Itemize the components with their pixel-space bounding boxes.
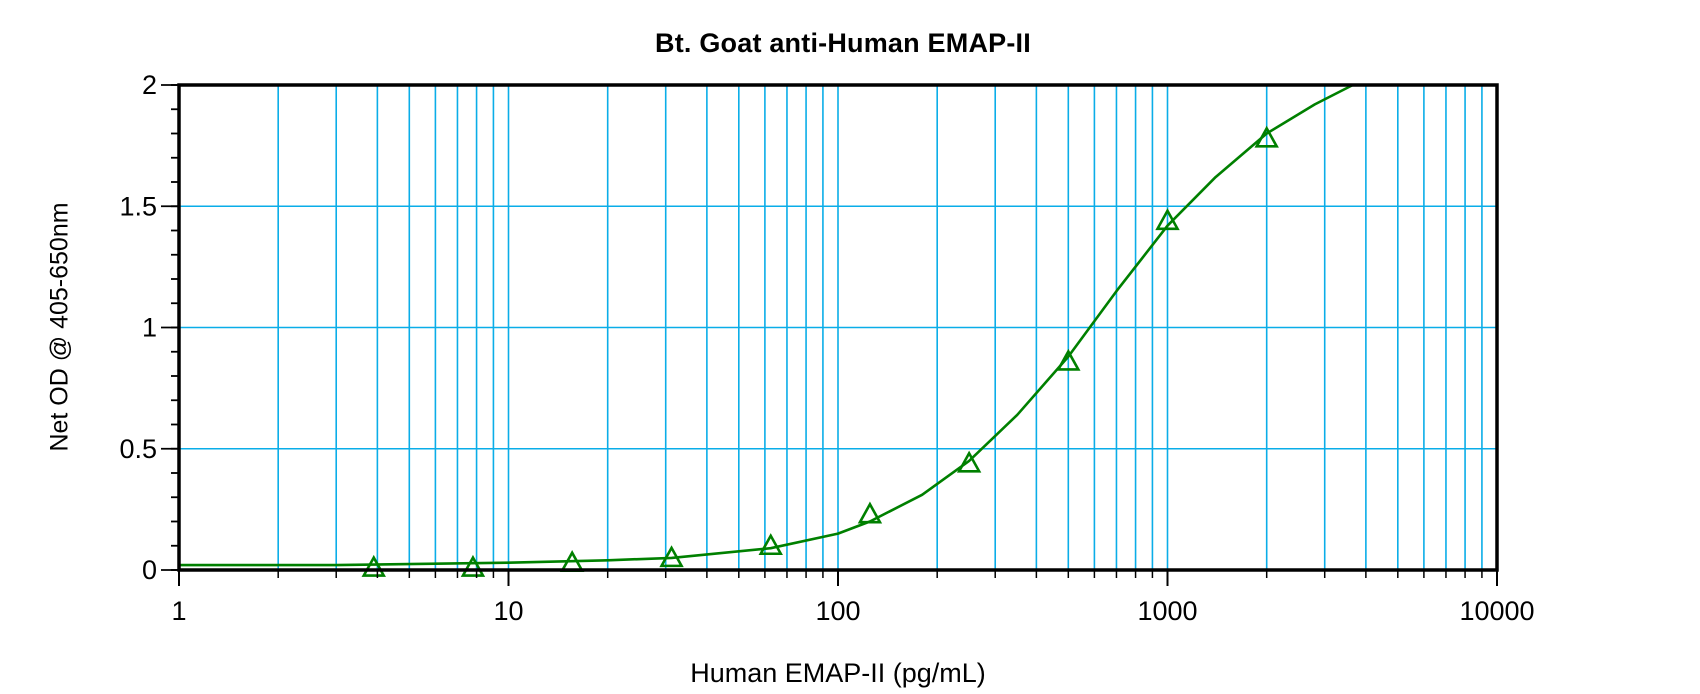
data-point-marker — [1056, 348, 1081, 371]
data-point-marker — [857, 501, 883, 524]
fitted-curve — [179, 83, 1354, 567]
y-tick-label: 0 — [142, 555, 157, 585]
data-point-marker — [1254, 125, 1279, 148]
x-tick-label: 100 — [815, 596, 860, 626]
fitted-curve-line — [179, 83, 1354, 567]
y-tick-label: 2 — [142, 70, 157, 100]
data-point-marker — [758, 533, 783, 556]
y-tick-label: 0.5 — [119, 434, 157, 464]
x-axis-label: Human EMAP-II (pg/mL) — [690, 658, 986, 688]
y-axis-ticks: 0 0.5 1 1.5 2 — [119, 70, 179, 585]
chart-title: Bt. Goat anti-Human EMAP-II — [655, 28, 1031, 58]
y-tick-label: 1 — [142, 313, 157, 343]
x-tick-label: 1 — [171, 596, 186, 626]
data-point-marker — [361, 554, 386, 577]
x-tick-label: 1000 — [1137, 596, 1197, 626]
data-point-marker — [460, 554, 486, 577]
x-axis-ticks: 1 10 100 1000 10000 — [171, 570, 1535, 626]
data-point-marker — [1155, 208, 1180, 231]
data-point-marker — [956, 450, 982, 473]
data-point-marker — [659, 545, 684, 568]
gridlines — [179, 85, 1497, 570]
y-tick-label: 1.5 — [119, 191, 157, 221]
x-tick-label: 10000 — [1459, 596, 1534, 626]
data-markers — [361, 125, 1279, 577]
x-tick-label: 10 — [493, 596, 523, 626]
